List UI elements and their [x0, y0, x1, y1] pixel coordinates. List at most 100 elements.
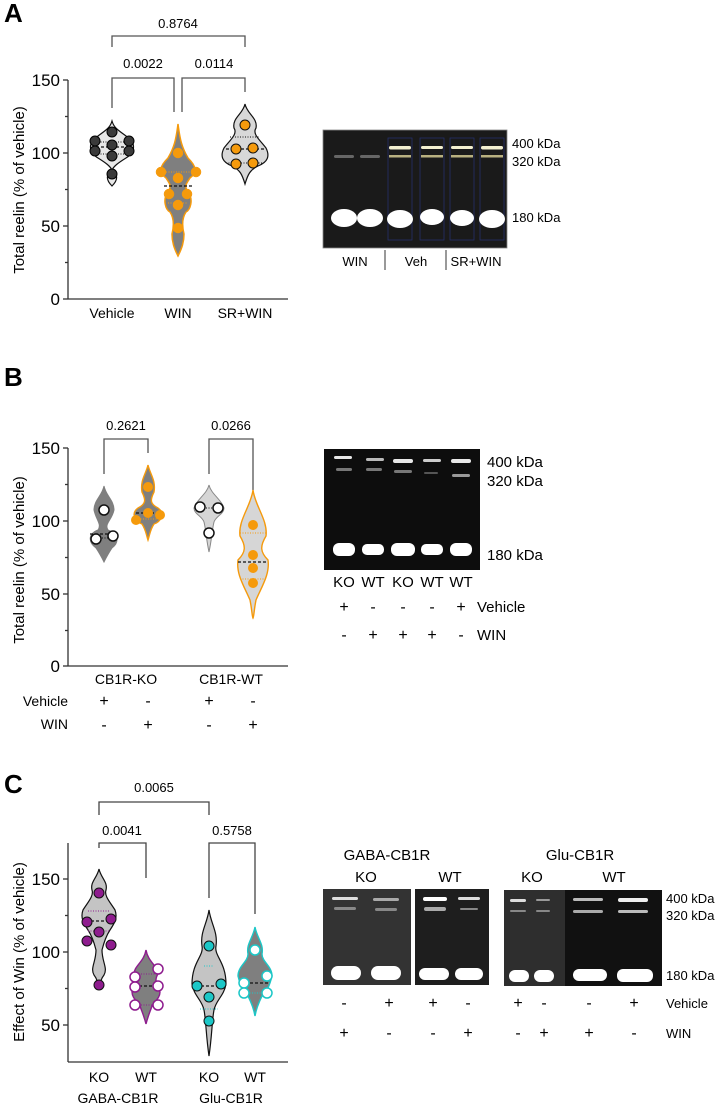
sign: + — [339, 1025, 348, 1042]
panel-c-label: C — [4, 769, 23, 799]
sign: + — [398, 627, 407, 644]
sign: + — [427, 627, 436, 644]
panel-c-ytick-150: 150 — [32, 870, 60, 889]
violin-c-glu-wt — [237, 926, 273, 1017]
panel-a-cat-vehicle: Vehicle — [89, 305, 134, 321]
panel-b-ytick-50: 50 — [41, 585, 60, 604]
violin-c-gaba-wt — [129, 949, 164, 1025]
panel-b-label: B — [4, 362, 23, 392]
panel-a: A 150 100 50 0 Total reelin (% of vehicl… — [4, 0, 561, 321]
panel-c-ytick-50: 50 — [41, 1016, 60, 1035]
panel-a-pvalue-veh-win: 0.0022 — [123, 56, 163, 71]
sign: - — [341, 995, 346, 1012]
violin-b-ko-vehicle — [89, 485, 119, 564]
panel-a-ylabel: Total reelin (% of vehicle) — [11, 106, 28, 274]
panel-c-blot: GABA-CB1R Glu-CB1R KO WT KO WT — [323, 847, 715, 1042]
panel-b-ytick-0: 0 — [51, 657, 60, 676]
blot-b-lane: KO — [392, 574, 414, 591]
sign: - — [250, 693, 255, 710]
blot-b-lane: KO — [333, 574, 355, 591]
panel-a-y-axis — [63, 79, 288, 300]
blot-c-title-glu: Glu-CB1R — [546, 847, 615, 864]
blot-a-marker-180: 180 kDa — [512, 210, 561, 225]
panel-b-row-win: WIN — [41, 716, 68, 732]
panel-b-blot: 400 kDa 320 kDa 180 kDa KO WT KO WT WT +… — [324, 449, 544, 644]
panel-b: B 150 100 50 0 Total reelin (% of vehicl… — [4, 362, 544, 734]
panel-a-ytick-100: 100 — [32, 144, 60, 163]
sign: + — [584, 1025, 593, 1042]
sign: - — [430, 1025, 435, 1042]
panel-a-pvalue-veh-sr: 0.8764 — [158, 16, 198, 31]
panel-b-row-vehicle: Vehicle — [23, 693, 68, 709]
panel-a-cat-win: WIN — [164, 305, 191, 321]
blot-c-row-vehicle: Vehicle — [666, 996, 708, 1011]
sign: - — [400, 599, 405, 616]
blot-b-row-win: WIN — [477, 627, 506, 644]
blot-c-title-gaba: GABA-CB1R — [344, 847, 431, 864]
blot-b-lane: WT — [449, 574, 472, 591]
panel-c-subcat: KO — [199, 1069, 219, 1085]
panel-a-label: A — [4, 0, 23, 28]
panel-b-y-axis — [63, 447, 288, 667]
panel-c-subcat: WT — [135, 1069, 157, 1085]
sign: + — [513, 995, 522, 1012]
sign: + — [463, 1025, 472, 1042]
panel-c-subcat: KO — [89, 1069, 109, 1085]
panel-b-brackets — [103, 438, 254, 490]
violin-b-ko-win — [131, 464, 165, 543]
panel-b-ytick-100: 100 — [32, 512, 60, 531]
panel-c-pvalue-ko-ko: 0.0065 — [134, 780, 174, 795]
sign: + — [629, 995, 638, 1012]
panel-b-group-ko: CB1R-KO — [95, 671, 157, 687]
sign: - — [465, 995, 470, 1012]
sign: - — [586, 995, 591, 1012]
blot-a-marker-320: 320 kDa — [512, 154, 561, 169]
sign: + — [428, 995, 437, 1012]
blot-c-marker-400: 400 kDa — [666, 891, 715, 906]
sign: + — [368, 627, 377, 644]
panel-c-brackets — [98, 801, 256, 914]
violin-a-sr-win — [221, 103, 269, 187]
panel-c-ylabel: Effect of Win (% of vehicle) — [11, 862, 28, 1042]
panel-b-ytick-150: 150 — [32, 439, 60, 458]
sign: - — [541, 995, 546, 1012]
violin-a-vehicle — [89, 118, 135, 187]
sign: + — [248, 717, 257, 734]
sign: + — [143, 717, 152, 734]
sign: - — [386, 1025, 391, 1042]
blot-c-marker-180: 180 kDa — [666, 968, 715, 983]
blot-b-row-vehicle: Vehicle — [477, 599, 525, 616]
blot-a-group-win: WIN — [342, 254, 367, 269]
blot-c-genotype: KO — [521, 869, 543, 886]
sign: - — [145, 693, 150, 710]
panel-b-pvalue-ko: 0.2621 — [106, 418, 146, 433]
blot-b-lane: WT — [420, 574, 443, 591]
blot-c-genotype: WT — [602, 869, 625, 886]
sign: + — [204, 693, 213, 710]
panel-c: C 150 100 50 Effect of Win (% of vehicle… — [4, 769, 715, 1106]
sign: - — [370, 599, 375, 616]
sign: + — [339, 599, 348, 616]
blot-c-row-win: WIN — [666, 1026, 691, 1041]
sign: - — [341, 627, 346, 644]
blot-b-marker-400: 400 kDa — [487, 454, 544, 471]
blot-c-marker-320: 320 kDa — [666, 908, 715, 923]
panel-b-pvalue-wt: 0.0266 — [211, 418, 251, 433]
sign: - — [515, 1025, 520, 1042]
panel-a-ytick-0: 0 — [51, 290, 60, 309]
violin-c-gaba-ko — [81, 868, 117, 991]
panel-c-pvalue-glu: 0.5758 — [212, 823, 252, 838]
blot-a-group-sr-win: SR+WIN — [451, 254, 502, 269]
blot-b-lane: WT — [361, 574, 384, 591]
panel-b-ylabel: Total reelin (% of vehicle) — [11, 476, 28, 644]
sign: - — [458, 627, 463, 644]
sign: + — [384, 995, 393, 1012]
panel-a-ytick-150: 150 — [32, 71, 60, 90]
blot-b-marker-180: 180 kDa — [487, 547, 544, 564]
panel-a-ytick-50: 50 — [41, 217, 60, 236]
sign: + — [539, 1025, 548, 1042]
panel-c-y-axis — [63, 843, 288, 1063]
violin-c-glu-ko — [191, 909, 227, 1057]
sign: - — [631, 1025, 636, 1042]
